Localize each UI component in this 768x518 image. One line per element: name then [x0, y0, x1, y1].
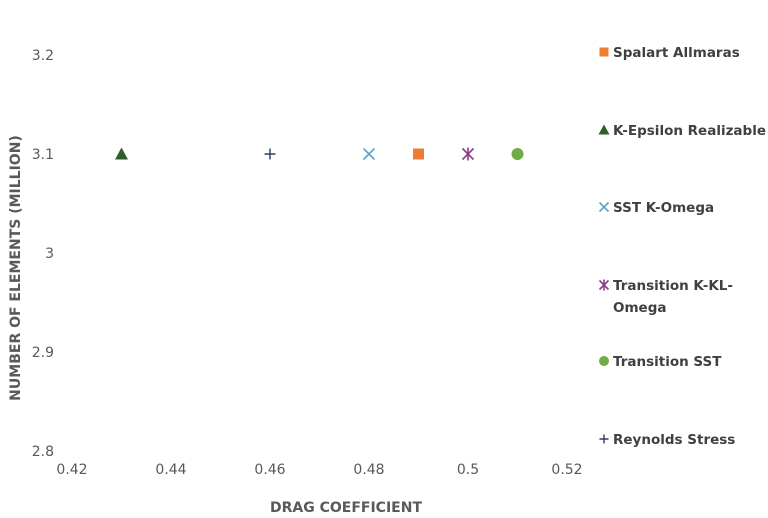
x-tick-label: 0.52 — [551, 462, 582, 478]
legend-label: SST K-Omega — [613, 200, 714, 216]
x-axis-title: DRAG COEFFICIENT — [270, 500, 422, 516]
legend-marker-plus — [599, 434, 609, 444]
legend-label: K-Epsilon Realizable — [613, 123, 766, 139]
y-tick-label: 3 — [45, 246, 54, 262]
legend-item: Transition SST — [599, 354, 722, 370]
data-point-triangle — [115, 147, 128, 160]
x-axis-tick-labels: 0.42 0.44 0.46 0.48 0.5 0.52 — [56, 462, 582, 478]
legend-label: Transition SST — [613, 354, 722, 370]
legend-marker-square — [599, 47, 609, 57]
x-tick-label: 0.5 — [457, 462, 479, 478]
legend-label: Transition K-KL-Omega — [613, 278, 733, 316]
data-point-circle — [511, 148, 524, 160]
y-tick-label: 2.8 — [32, 444, 54, 460]
y-tick-label: 3.2 — [32, 48, 54, 64]
legend: Spalart Allmaras K-Epsilon Realizable SST … — [598, 45, 766, 448]
x-tick-label: 0.48 — [353, 462, 384, 478]
legend-marker-star — [598, 279, 610, 291]
legend-item: SST K-Omega — [598, 200, 714, 216]
legend-label: Reynolds Stress — [613, 432, 735, 448]
x-tick-label: 0.42 — [56, 462, 87, 478]
x-tick-label: 0.44 — [155, 462, 186, 478]
y-tick-label: 2.9 — [32, 345, 54, 361]
legend-item: Spalart Allmaras — [599, 45, 740, 61]
legend-item: Reynolds Stress — [599, 432, 735, 448]
legend-marker-x — [598, 201, 610, 213]
legend-item: K-Epsilon Realizable — [598, 123, 766, 139]
data-points — [115, 147, 524, 161]
data-point-plus — [264, 148, 276, 160]
data-point-star — [461, 147, 475, 161]
legend-marker-circle — [599, 356, 609, 366]
y-axis-tick-labels: 2.8 2.9 3 3.1 3.2 — [32, 48, 54, 460]
legend-marker-triangle — [598, 124, 610, 135]
x-tick-label: 0.46 — [254, 462, 285, 478]
legend-label: Spalart Allmaras — [613, 45, 740, 61]
y-axis-title: NUMBER OF ELEMENTS (MILLION) — [8, 135, 24, 401]
data-point-square — [413, 148, 424, 160]
data-point-x — [362, 147, 376, 161]
y-tick-label: 3.1 — [32, 147, 54, 163]
legend-item: Transition K-KL-Omega — [598, 278, 733, 316]
